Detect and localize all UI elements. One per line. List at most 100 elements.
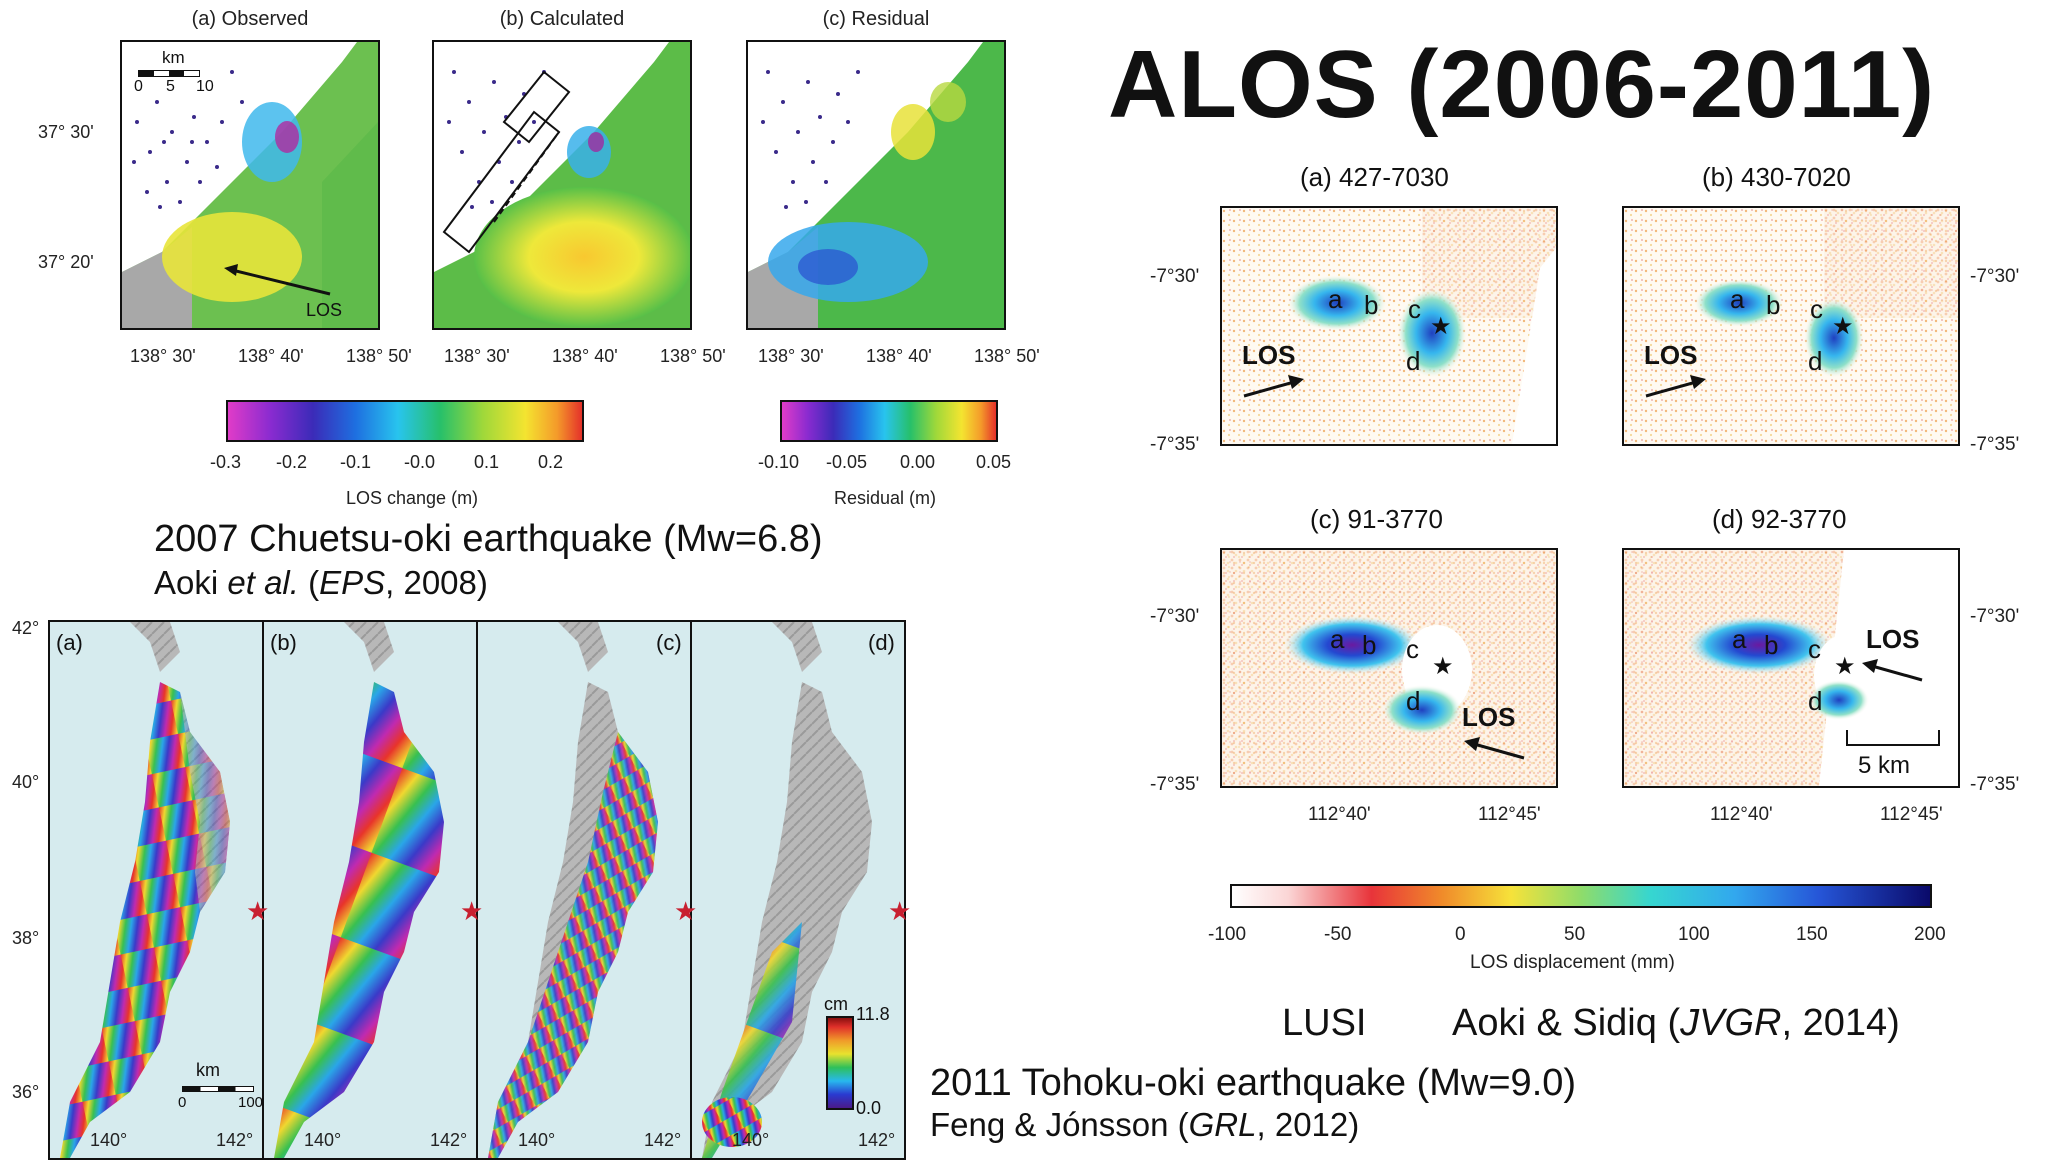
tohoku-lat-tick: 42° <box>12 618 40 638</box>
chuetsu-lon-tick: 138° 30' <box>758 346 824 366</box>
tohoku-map-c <box>476 620 692 1160</box>
chuetsu-panel-title-c: (c) Residual <box>822 8 930 30</box>
tohoku-map-d <box>690 620 906 1160</box>
tohoku-colorbar-min: 0.0 <box>856 1098 882 1118</box>
lusi-lat-tick: -7°30' <box>1150 266 1200 287</box>
lusi-panel-title-a: (a) 427-7030 <box>1300 162 1449 192</box>
chuetsu-scale-label: km <box>162 48 185 67</box>
site-label: a <box>1730 284 1745 314</box>
los-arrow-icon <box>224 264 331 296</box>
colorbar-tick: -0.2 <box>276 452 308 472</box>
colorbar-tick: -0.05 <box>826 452 868 472</box>
tohoku-panel-label-d: (d) <box>868 630 895 655</box>
lusi-lat-tick: -7°30' <box>1970 606 2020 627</box>
tohoku-lon-tick: 142° <box>216 1130 254 1150</box>
chuetsu-scale-tick: 5 <box>166 78 175 95</box>
colorbar-tick: -50 <box>1324 924 1352 945</box>
lusi-lat-tick: -7°35' <box>1970 774 2020 795</box>
lusi-scale-label: 5 km <box>1858 752 1911 779</box>
site-label: c <box>1810 294 1823 324</box>
site-label: b <box>1764 630 1779 660</box>
chuetsu-lon-tick: 138° 40' <box>552 346 618 366</box>
los-arrow-icon <box>1243 375 1304 398</box>
colorbar-label: Residual (m) <box>834 488 937 508</box>
chuetsu-caption: 2007 Chuetsu-oki earthquake (Mw=6.8) <box>154 518 823 560</box>
chuetsu-scale-tick: 10 <box>196 78 214 95</box>
colorbar-tick: 0.05 <box>976 452 1012 472</box>
tohoku-scale-label: km <box>196 1060 220 1080</box>
chuetsu-colorbar-residual <box>780 400 998 442</box>
tohoku-caption: 2011 Tohoku-oki earthquake (Mw=9.0) <box>930 1062 1577 1104</box>
lusi-lat-tick: -7°30' <box>1150 606 1200 627</box>
lusi-colorbar <box>1230 884 1932 908</box>
chuetsu-colorbar-los <box>226 400 584 442</box>
lusi-panel-title-d: (d) 92-3770 <box>1712 504 1847 534</box>
tohoku-lat-tick: 40° <box>12 772 40 792</box>
lusi-name: LUSI <box>1282 1002 1367 1044</box>
colorbar-tick: -0.1 <box>340 452 372 472</box>
site-label: b <box>1766 290 1781 320</box>
site-label: c <box>1808 634 1821 664</box>
colorbar-tick: 50 <box>1564 924 1586 945</box>
chuetsu-lat-tick: 37° 20' <box>38 252 94 272</box>
tohoku-panel-label-c: (c) <box>656 630 682 655</box>
chuetsu-citation: Aoki et al. (EPS, 2008) <box>154 564 488 601</box>
chuetsu-los-label: LOS <box>306 300 343 320</box>
vent-star-icon: ★ <box>1432 653 1454 680</box>
colorbar-tick: 0.2 <box>538 452 564 472</box>
chuetsu-lat-tick: 37° 30' <box>38 122 94 142</box>
chuetsu-map-residual <box>746 40 1006 330</box>
vent-star-icon: ★ <box>1430 313 1452 340</box>
lusi-los-label: LOS <box>1242 340 1296 370</box>
epicenter-star-icon: ★ <box>460 896 484 926</box>
chuetsu-lon-tick: 138° 40' <box>866 346 932 366</box>
chuetsu-lon-tick: 138° 50' <box>974 346 1040 366</box>
tohoku-lat-tick: 38° <box>12 928 40 948</box>
site-label: a <box>1732 624 1747 654</box>
tohoku-scale-tick: 100 <box>238 1094 264 1111</box>
colorbar-tick: 150 <box>1796 924 1828 945</box>
tohoku-lon-tick: 142° <box>644 1130 682 1150</box>
lusi-lon-tick: 112°45' <box>1478 804 1541 825</box>
tohoku-citation: Feng & Jónsson (GRL, 2012) <box>930 1106 1360 1143</box>
site-label: c <box>1408 294 1421 324</box>
lusi-citation: Aoki & Sidiq (JVGR, 2014) <box>1452 1002 1900 1044</box>
vent-star-icon: ★ <box>1832 313 1854 340</box>
site-label: b <box>1364 290 1379 320</box>
los-arrow-icon <box>1862 659 1923 682</box>
colorbar-tick: -100 <box>1208 924 1247 945</box>
site-label: d <box>1406 346 1421 376</box>
lusi-lon-tick: 112°40' <box>1710 804 1773 825</box>
lusi-lon-tick: 112°45' <box>1880 804 1943 825</box>
lusi-panel-title-b: (b) 430-7020 <box>1702 162 1851 192</box>
colorbar-tick: -0.10 <box>758 452 800 472</box>
lusi-lat-tick: -7°30' <box>1970 266 2020 287</box>
tohoku-lon-tick: 142° <box>430 1130 468 1150</box>
chuetsu-lon-tick: 138° 30' <box>444 346 510 366</box>
lusi-los-label: LOS <box>1462 702 1516 732</box>
tohoku-scale-bar <box>182 1086 254 1092</box>
colorbar-label: LOS change (m) <box>346 488 479 508</box>
colorbar-tick: -0.3 <box>210 452 242 472</box>
lusi-lon-tick: 112°40' <box>1308 804 1371 825</box>
tohoku-panel-label-a: (a) <box>56 630 83 655</box>
lusi-map-a <box>1220 206 1558 446</box>
site-label: d <box>1808 346 1823 376</box>
colorbar-label: LOS displacement (mm) <box>1470 952 1675 973</box>
chuetsu-map-calculated <box>432 40 692 330</box>
chuetsu-panel-title-b: (b) Calculated <box>499 8 625 30</box>
colorbar-tick: 0 <box>1455 924 1466 945</box>
colorbar-tick: 0.1 <box>474 452 500 472</box>
los-arrow-icon <box>1464 737 1525 760</box>
colorbar-tick: -0.0 <box>404 452 436 472</box>
tohoku-colorbar-unit: cm <box>824 994 848 1014</box>
epicenter-star-icon: ★ <box>888 896 912 926</box>
lusi-lat-tick: -7°35' <box>1150 434 1200 455</box>
tohoku-scale-tick: 0 <box>178 1094 187 1111</box>
lusi-scale-bar <box>1846 730 1940 746</box>
tohoku-lon-axis: 140° 142° 140° 142° 140° 142° 140° 142° <box>40 1130 920 1152</box>
tohoku-colorbar-max: 11.8 <box>856 1004 890 1024</box>
chuetsu-lon-tick: 138° 30' <box>130 346 196 366</box>
colorbar-tick: 0.00 <box>900 452 936 472</box>
site-label: d <box>1406 686 1421 716</box>
